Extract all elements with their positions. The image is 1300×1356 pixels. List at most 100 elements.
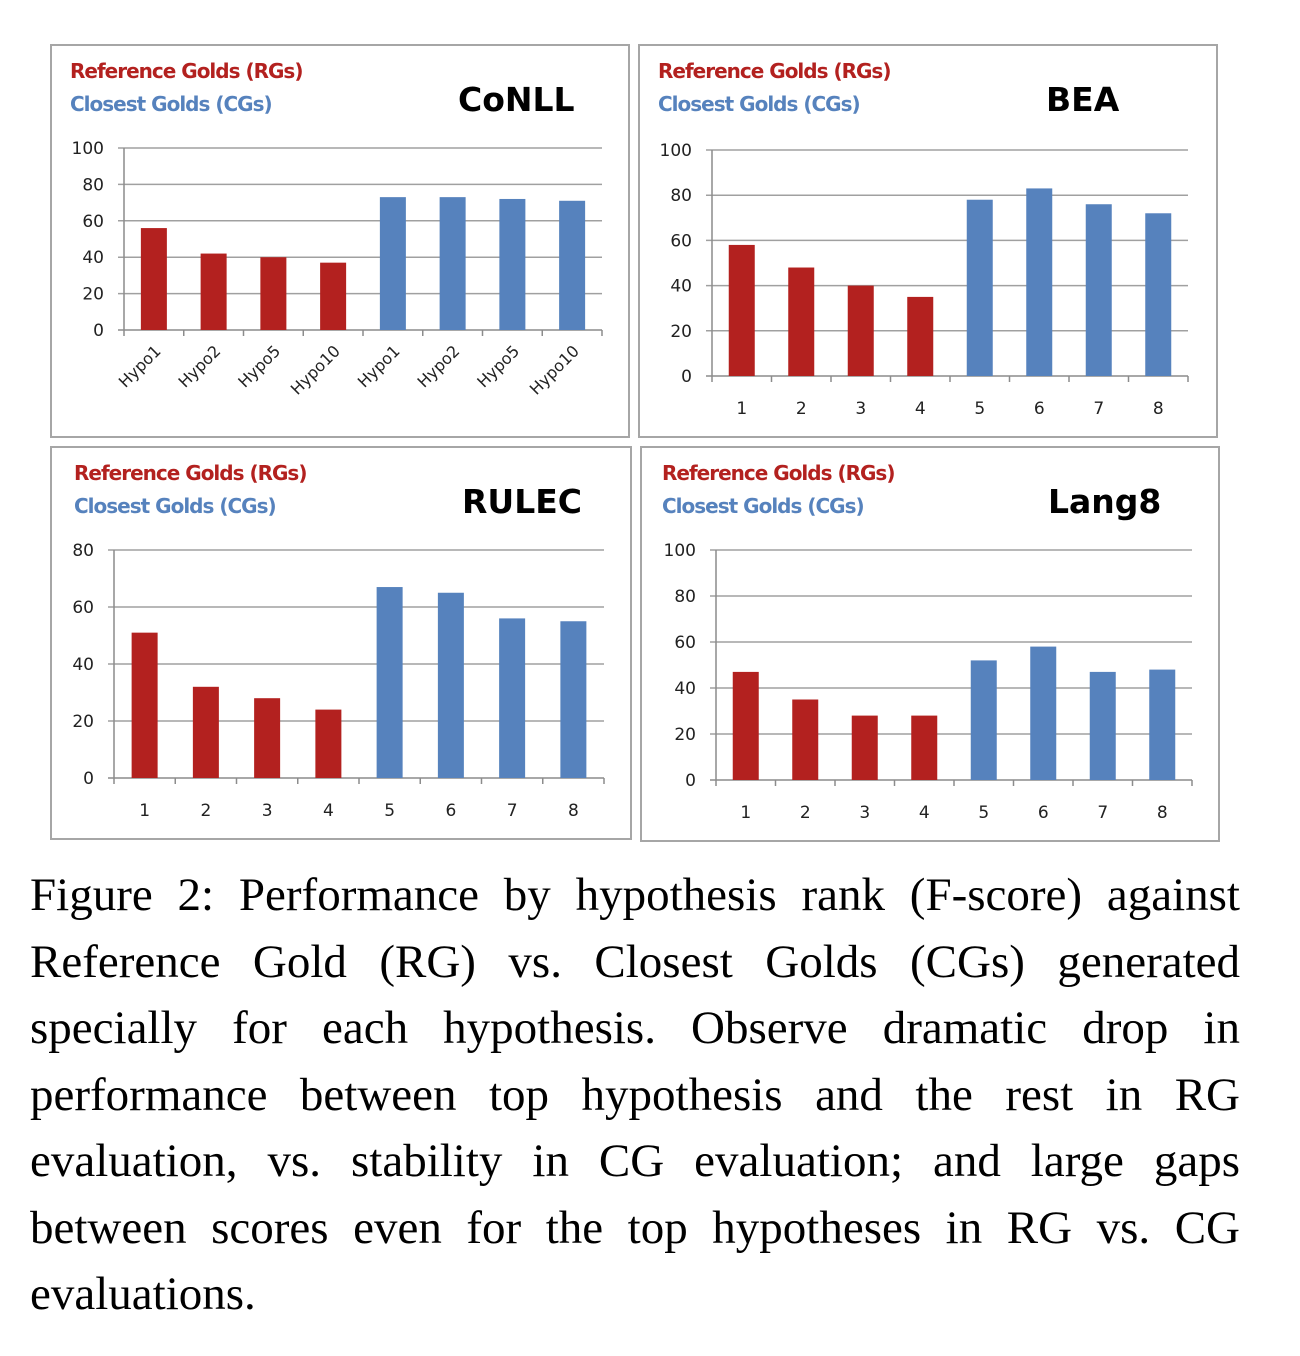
x-tick-label: Hypo1 — [354, 341, 404, 391]
bar-chart-lang8: 0 20 40 60 80 100 1 2 3 4 5 6 7 8 — [664, 541, 1193, 823]
bar-rg — [911, 715, 938, 780]
bar-cg — [437, 592, 464, 778]
x-tick-label: 3 — [859, 803, 870, 823]
y-tick-label: 40 — [72, 655, 94, 675]
y-tick-label: 40 — [82, 248, 104, 268]
x-tick-label: 1 — [139, 801, 150, 821]
y-tick-label: 100 — [72, 139, 104, 159]
y-tick-label: 0 — [93, 321, 104, 341]
legend-cg-label: Closest Golds (CGs) — [70, 92, 273, 116]
x-tick-label: Hypo10 — [526, 341, 583, 398]
y-tick-label: 0 — [681, 367, 692, 387]
y-tick-label: 40 — [670, 277, 692, 297]
bar-rg — [260, 257, 287, 330]
x-tick-label: 6 — [445, 801, 456, 821]
y-tick-label: 20 — [670, 322, 692, 342]
bar-cg — [1026, 188, 1053, 376]
x-tick-label: 1 — [740, 803, 751, 823]
x-tick-label: 1 — [736, 399, 747, 419]
bar-cg — [1089, 671, 1116, 780]
x-tick-label: 2 — [800, 803, 811, 823]
x-tick-label: Hypo5 — [473, 341, 523, 391]
chart-panel-bea: Reference Golds (RGs) Closest Golds (CGs… — [638, 44, 1218, 438]
chart-title: RULEC — [462, 482, 582, 521]
x-tick-label: Hypo5 — [234, 341, 284, 391]
bar-cg — [1030, 646, 1057, 780]
y-tick-label: 60 — [670, 231, 692, 251]
bar-cg — [379, 197, 406, 330]
y-tick-label: 0 — [685, 771, 696, 791]
bar-rg — [131, 632, 158, 778]
bar-rg — [192, 686, 219, 778]
chart-title: BEA — [1046, 80, 1120, 119]
bar-cg — [1085, 204, 1112, 376]
chart-panel-rulec: Reference Golds (RGs) Closest Golds (CGs… — [50, 446, 632, 840]
legend-rg-label: Reference Golds (RGs) — [658, 59, 891, 83]
bar-cg — [499, 618, 526, 778]
bar-rg — [847, 285, 874, 376]
bar-cg — [970, 660, 997, 780]
figure-caption: Figure 2: Performance by hypothesis rank… — [30, 869, 1240, 1320]
bar-rg — [315, 709, 342, 778]
legend-cg-label: Closest Golds (CGs) — [658, 92, 861, 116]
legend-cg-label: Closest Golds (CGs) — [74, 494, 277, 518]
y-tick-label: 80 — [670, 186, 692, 206]
bar-rg — [788, 267, 815, 376]
x-tick-label: 5 — [974, 399, 985, 419]
bar-rg — [728, 244, 755, 376]
x-tick-label: 8 — [1157, 803, 1168, 823]
y-tick-label: 100 — [664, 541, 696, 561]
y-tick-label: 20 — [674, 725, 696, 745]
x-tick-label: 4 — [323, 801, 334, 821]
x-tick-label: 6 — [1038, 803, 1049, 823]
y-tick-label: 80 — [72, 541, 94, 561]
x-tick-label: 8 — [1153, 399, 1164, 419]
x-tick-label: Hypo10 — [287, 341, 344, 398]
x-tick-label: 5 — [384, 801, 395, 821]
x-tick-label: 7 — [1093, 399, 1104, 419]
bar-chart-bea: 0 20 40 60 80 100 1 2 3 4 5 6 7 8 — [660, 141, 1189, 419]
bar-cg — [499, 198, 526, 330]
bar-cg — [966, 199, 993, 376]
bar-chart-rulec: 0 20 40 60 80 1 2 3 4 5 6 7 8 — [72, 541, 605, 821]
x-tick-label: 2 — [200, 801, 211, 821]
bar-rg — [254, 698, 281, 778]
chart-panel-conll: Reference Golds (RGs) Closest Golds (CGs… — [50, 44, 630, 438]
bar-rg — [907, 296, 934, 376]
y-tick-label: 20 — [72, 712, 94, 732]
x-tick-label: 3 — [262, 801, 273, 821]
chart-panel-lang8: Reference Golds (RGs) Closest Golds (CGs… — [640, 446, 1220, 842]
y-tick-label: 80 — [674, 587, 696, 607]
bar-cg — [1149, 669, 1176, 780]
x-tick-label: Hypo1 — [115, 341, 165, 391]
legend-rg-label: Reference Golds (RGs) — [74, 461, 307, 485]
y-tick-label: 60 — [82, 212, 104, 232]
x-tick-label: 7 — [507, 801, 518, 821]
bar-cg — [560, 621, 587, 778]
x-tick-label: 8 — [568, 801, 579, 821]
bar-cg — [559, 200, 586, 330]
x-tick-label: 3 — [855, 399, 866, 419]
y-tick-label: 40 — [674, 679, 696, 699]
bar-rg — [851, 715, 878, 780]
legend-rg-label: Reference Golds (RGs) — [70, 59, 303, 83]
x-tick-label: 6 — [1034, 399, 1045, 419]
y-tick-label: 80 — [82, 175, 104, 195]
chart-title: Lang8 — [1048, 482, 1162, 521]
y-tick-label: 60 — [72, 598, 94, 618]
y-tick-label: 20 — [82, 285, 104, 305]
y-tick-label: 0 — [83, 769, 94, 789]
bar-rg — [732, 671, 759, 780]
y-tick-label: 60 — [674, 633, 696, 653]
bar-rg — [200, 253, 227, 330]
x-tick-label: 2 — [796, 399, 807, 419]
bar-rg — [320, 262, 347, 330]
legend-rg-label: Reference Golds (RGs) — [662, 461, 895, 485]
bar-cg — [1145, 213, 1172, 376]
legend-cg-label: Closest Golds (CGs) — [662, 494, 865, 518]
x-tick-label: 7 — [1097, 803, 1108, 823]
x-tick-label: Hypo2 — [414, 341, 464, 391]
bar-rg — [140, 228, 167, 330]
y-tick-label: 100 — [660, 141, 692, 161]
